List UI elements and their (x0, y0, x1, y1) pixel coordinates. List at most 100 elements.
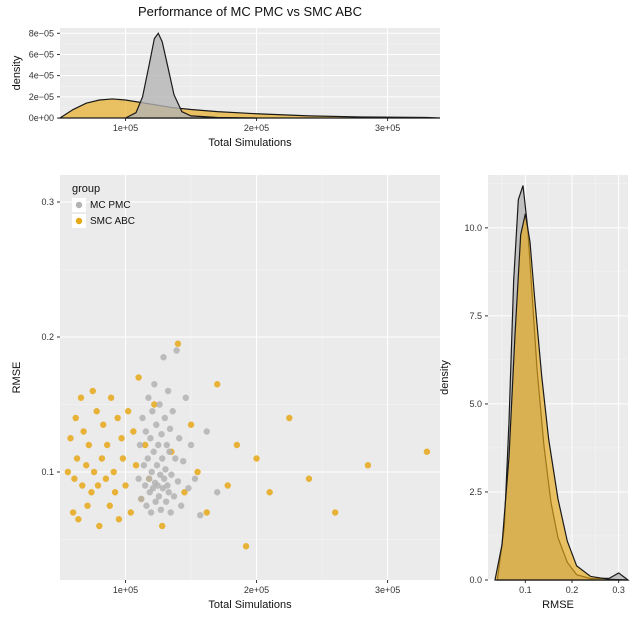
scatter-point (286, 415, 292, 421)
scatter-point (175, 478, 181, 484)
scatter-point (83, 462, 89, 468)
x-axis-title: Total Simulations (208, 137, 292, 149)
scatter-point (133, 462, 139, 468)
scatter-point (120, 455, 126, 461)
scatter-point (93, 408, 99, 414)
scatter-point (116, 516, 122, 522)
x-tick-label: 0.3 (612, 585, 625, 595)
y-tick-label: 0.3 (41, 197, 54, 207)
scatter-point (159, 455, 165, 461)
scatter-point (128, 509, 134, 515)
legend-key-icon (76, 218, 82, 224)
scatter-point (146, 476, 152, 482)
x-tick-label: 2e+05 (244, 585, 269, 595)
scatter-point (214, 381, 220, 387)
scatter-point (125, 408, 131, 414)
scatter-point (65, 469, 71, 475)
scatter-point (108, 395, 114, 401)
scatter-point (145, 455, 151, 461)
legend-title: group (72, 183, 100, 195)
scatter-point (148, 509, 154, 515)
scatter-point (107, 503, 113, 509)
scatter-point (145, 395, 151, 401)
scatter-point (204, 509, 210, 515)
scatter-point (167, 426, 173, 432)
scatter-point (306, 476, 312, 482)
scatter-point (194, 469, 200, 475)
scatter-point (156, 493, 162, 499)
scatter-point (100, 422, 106, 428)
scatter-point (74, 455, 80, 461)
scatter-point (71, 476, 77, 482)
scatter-point (135, 374, 141, 380)
y-tick-label: 0.1 (41, 467, 54, 477)
scatter-point (99, 455, 105, 461)
scatter-point (122, 482, 128, 488)
scatter-point (188, 422, 194, 428)
scatter-point (137, 442, 143, 448)
top-density-panel: 1e+052e+053e+050e+002e−054e−056e−058e−05… (11, 28, 440, 149)
scatter-point (112, 489, 118, 495)
scatter-point (166, 449, 172, 455)
y-tick-label: 8e−05 (29, 28, 54, 38)
scatter-point (147, 435, 153, 441)
scatter-point (153, 422, 159, 428)
scatter-point (180, 458, 186, 464)
x-tick-label: 0.1 (519, 585, 532, 595)
scatter-point (424, 449, 430, 455)
figure-root: Performance of MC PMC vs SMC ABC1e+052e+… (0, 0, 640, 620)
scatter-point (168, 472, 174, 478)
scatter-point (111, 469, 117, 475)
scatter-point (162, 466, 168, 472)
scatter-point (164, 442, 170, 448)
scatter-point (67, 435, 73, 441)
x-tick-label: 0.2 (566, 585, 579, 595)
scatter-point (158, 507, 164, 513)
scatter-point (79, 482, 85, 488)
y-tick-label: 0.2 (41, 332, 54, 342)
y-tick-label: 2.5 (469, 487, 482, 497)
scatter-point (161, 476, 167, 482)
scatter-point (141, 462, 147, 468)
scatter-point (175, 341, 181, 347)
y-tick-label: 4e−05 (29, 71, 54, 81)
y-axis-title: density (11, 55, 23, 90)
scatter-point (154, 462, 160, 468)
scatter-point (163, 499, 169, 505)
scatter-point (88, 489, 94, 495)
x-axis-title: RMSE (542, 599, 574, 611)
scatter-point (149, 408, 155, 414)
scatter-point (139, 415, 145, 421)
legend-key-icon (76, 202, 82, 208)
scatter-point (192, 476, 198, 482)
x-tick-label: 2e+05 (244, 123, 269, 133)
scatter-panel: 1e+052e+053e+050.10.20.3Total Simulation… (11, 175, 440, 611)
scatter-point (84, 503, 90, 509)
legend-label: MC PMC (90, 200, 131, 211)
scatter-point (266, 489, 272, 495)
scatter-point (155, 442, 161, 448)
scatter-point (188, 442, 194, 448)
scatter-point (204, 428, 210, 434)
y-tick-label: 7.5 (469, 311, 482, 321)
scatter-point (130, 428, 136, 434)
scatter-point (173, 347, 179, 353)
scatter-point (332, 509, 338, 515)
scatter-point (143, 428, 149, 434)
scatter-point (75, 516, 81, 522)
y-tick-label: 6e−05 (29, 49, 54, 59)
scatter-point (214, 489, 220, 495)
y-axis-title: density (439, 360, 451, 395)
scatter-point (80, 428, 86, 434)
plot-title: Performance of MC PMC vs SMC ABC (138, 4, 362, 19)
x-tick-label: 3e+05 (375, 585, 400, 595)
scatter-point (73, 415, 79, 421)
scatter-point (151, 381, 157, 387)
scatter-point (168, 509, 174, 515)
scatter-point (234, 442, 240, 448)
scatter-point (91, 469, 97, 475)
scatter-point (70, 509, 76, 515)
y-axis-title: RMSE (11, 362, 23, 394)
scatter-point (171, 493, 177, 499)
y-tick-label: 0e+00 (29, 113, 54, 123)
